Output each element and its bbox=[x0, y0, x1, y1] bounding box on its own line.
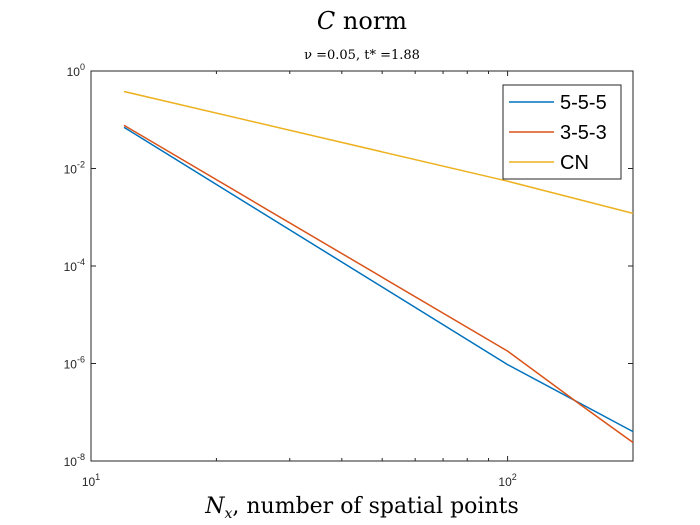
y-axis-ticks: 100 10-2 10-4 10-6 10-8 bbox=[64, 62, 633, 469]
x-tick-label: 101 bbox=[82, 472, 100, 489]
legend-label-5-5-5: 5-5-5 bbox=[560, 92, 607, 114]
x-axis-ticks: 101 102 bbox=[82, 71, 634, 489]
y-tick-label: 10-2 bbox=[64, 160, 85, 177]
legend-label-CN: CN bbox=[560, 152, 589, 174]
y-tick-label: 10-6 bbox=[64, 355, 85, 372]
legend-label-3-5-3: 3-5-3 bbox=[560, 122, 607, 144]
series-line-3-5-3 bbox=[123, 124, 634, 444]
y-tick-label: 100 bbox=[67, 62, 85, 79]
x-tick-label: 102 bbox=[498, 472, 516, 489]
x-axis-label: Nx, number of spatial points bbox=[204, 494, 519, 522]
y-tick-label: 10-4 bbox=[64, 257, 85, 274]
chart-subtitle: ν =0.05, t* =1.88 bbox=[304, 48, 420, 63]
y-tick-label: 10-8 bbox=[64, 452, 85, 469]
series-line-5-5-5 bbox=[123, 126, 634, 433]
legend: 5-5-5 3-5-3 CN bbox=[502, 84, 622, 180]
series-lines bbox=[123, 90, 634, 444]
chart-title: C norm bbox=[317, 7, 407, 35]
series-line-CN bbox=[123, 90, 634, 215]
